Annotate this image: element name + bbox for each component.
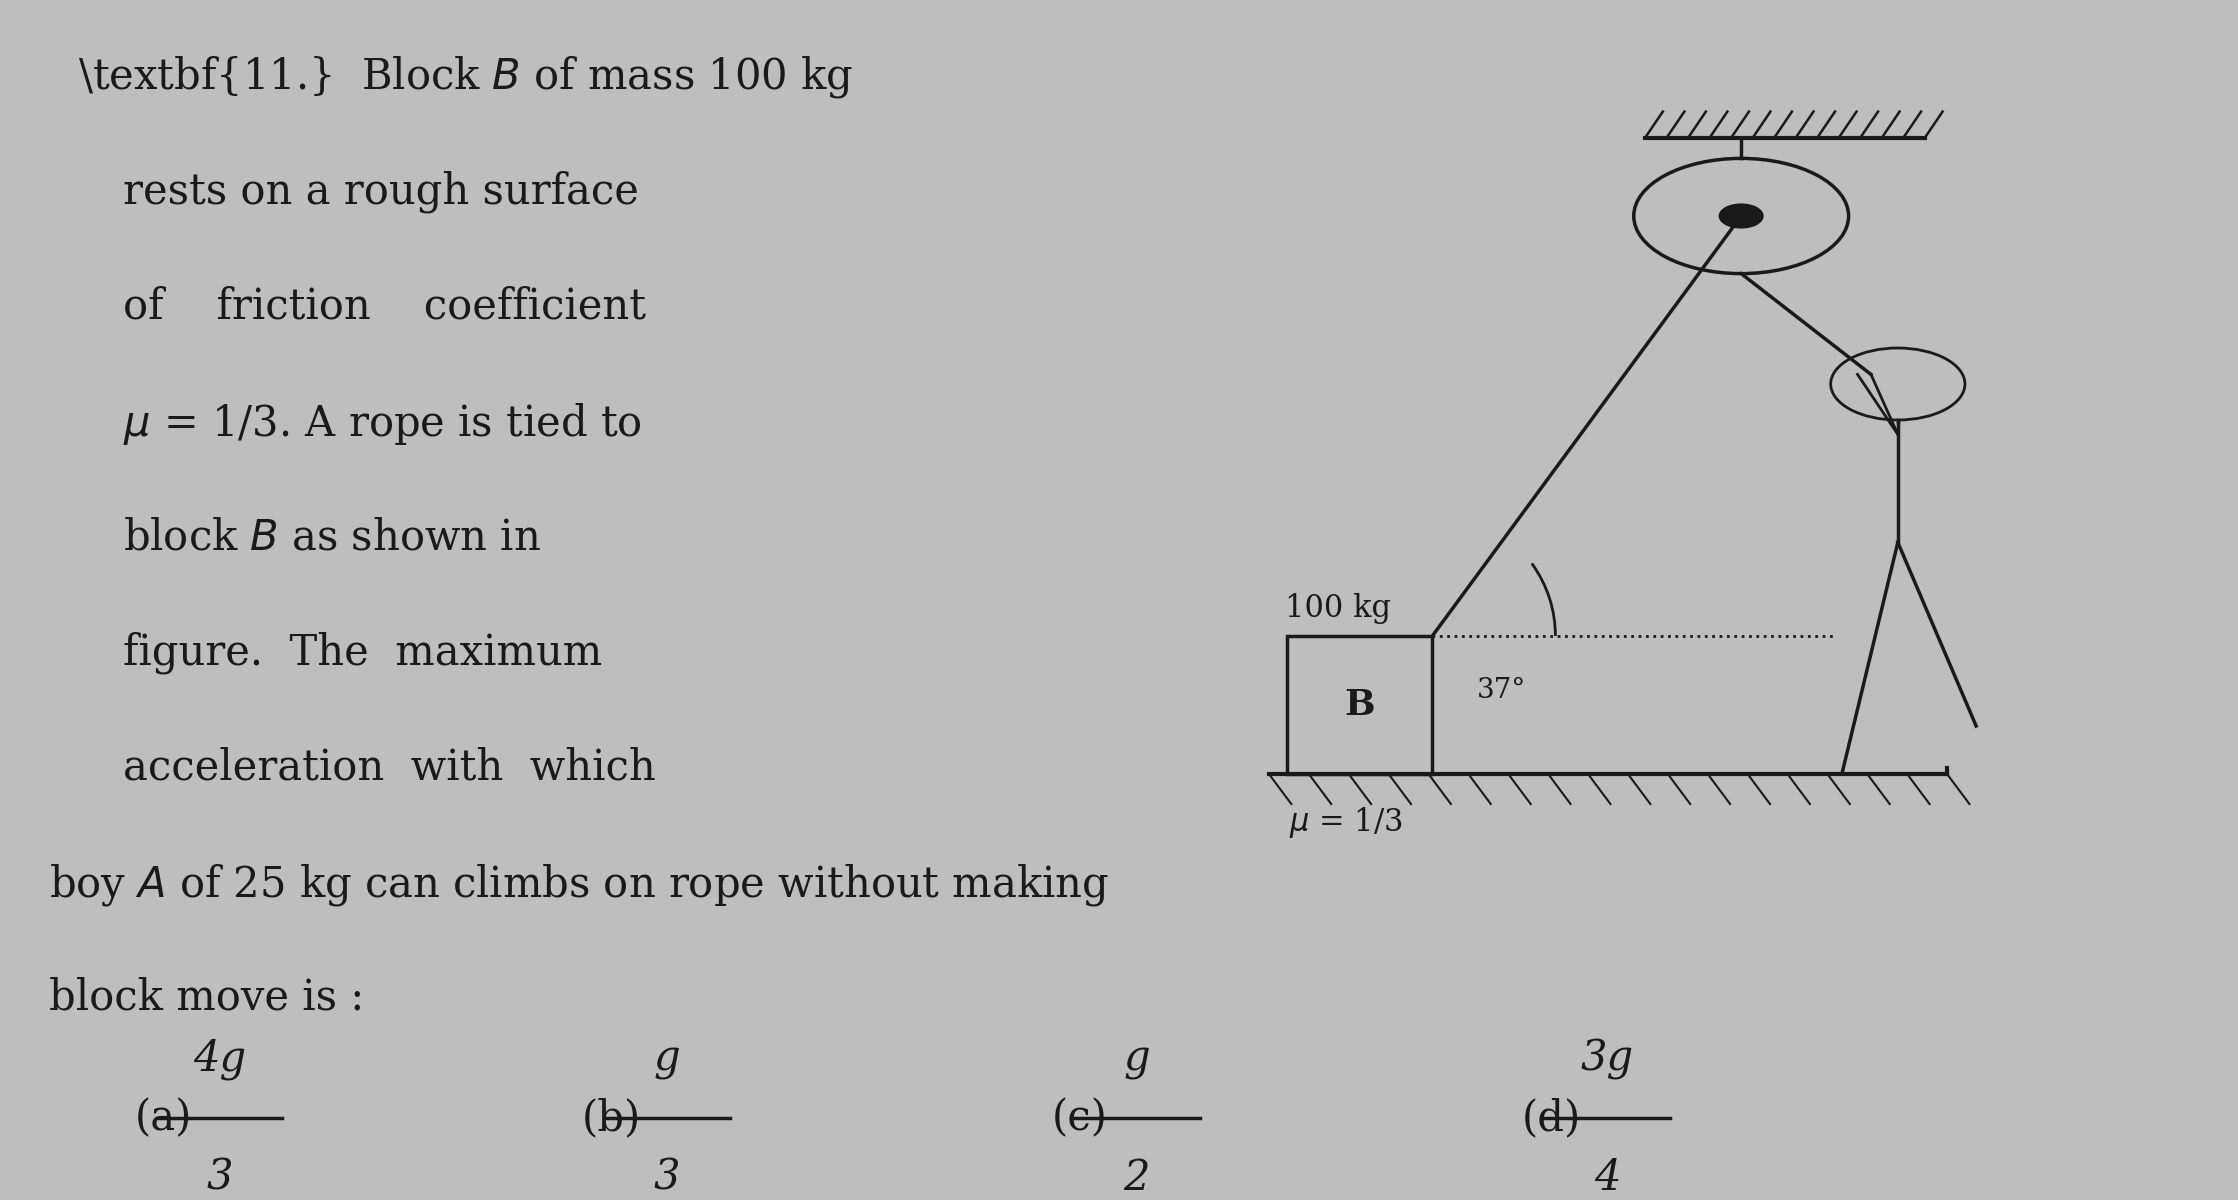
Text: 3: 3 xyxy=(653,1157,680,1199)
Text: $\mu$ = 1/3: $\mu$ = 1/3 xyxy=(1289,804,1403,840)
Text: rests on a rough surface: rests on a rough surface xyxy=(123,170,640,212)
Text: g: g xyxy=(653,1038,680,1080)
Text: (d): (d) xyxy=(1522,1097,1580,1140)
Text: 2: 2 xyxy=(1123,1157,1150,1199)
Text: B: B xyxy=(1345,688,1374,722)
Text: (b): (b) xyxy=(582,1097,640,1140)
Text: figure.  The  maximum: figure. The maximum xyxy=(123,631,602,673)
Text: 3: 3 xyxy=(206,1157,233,1199)
Text: 4g: 4g xyxy=(192,1038,246,1080)
Text: $\mu$ = 1/3. A rope is tied to: $\mu$ = 1/3. A rope is tied to xyxy=(123,401,642,446)
Text: 37°: 37° xyxy=(1477,677,1526,703)
Text: of    friction    coefficient: of friction coefficient xyxy=(123,286,647,328)
Text: block move is :: block move is : xyxy=(49,977,365,1019)
Text: \textbf{11.}  Block $B$ of mass 100 kg: \textbf{11.} Block $B$ of mass 100 kg xyxy=(78,54,853,100)
Text: (a): (a) xyxy=(134,1097,192,1140)
Circle shape xyxy=(1719,204,1764,228)
Text: g: g xyxy=(1123,1038,1150,1080)
Text: 100 kg: 100 kg xyxy=(1285,593,1390,624)
Text: (c): (c) xyxy=(1052,1097,1108,1140)
Text: 3g: 3g xyxy=(1580,1038,1634,1080)
Text: block $B$ as shown in: block $B$ as shown in xyxy=(123,516,542,558)
Text: 4: 4 xyxy=(1593,1157,1620,1199)
Bar xyxy=(1287,636,1432,774)
Text: acceleration  with  which: acceleration with which xyxy=(123,746,656,788)
Text: boy $A$ of 25 kg can climbs on rope without making: boy $A$ of 25 kg can climbs on rope with… xyxy=(49,862,1110,907)
